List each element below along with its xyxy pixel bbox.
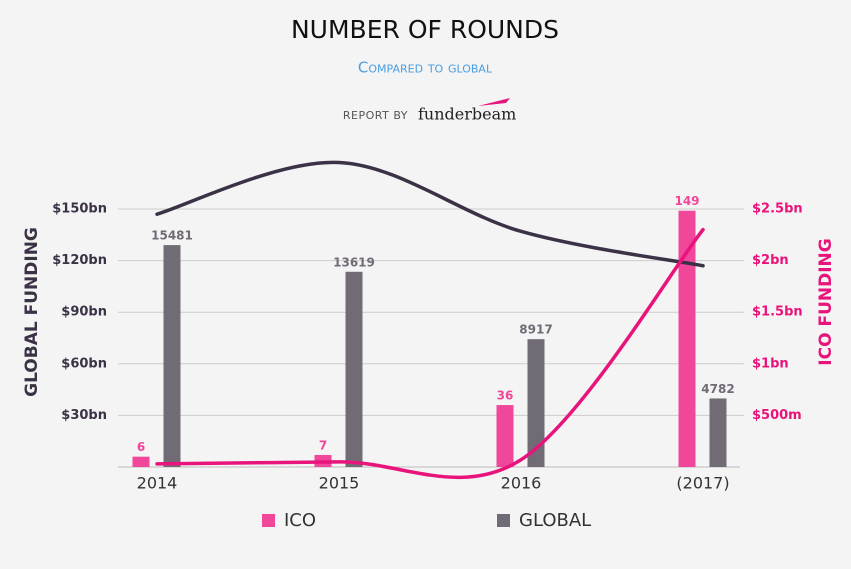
- chart-subtitle: Compared to global: [358, 59, 493, 77]
- bar: [163, 245, 181, 467]
- bar: [345, 271, 363, 467]
- y-tick-label: $90bn: [61, 305, 107, 320]
- value-label: 15481: [151, 229, 193, 243]
- bar: [678, 210, 696, 467]
- funding-line: [155, 227, 705, 480]
- y2-tick-label: $1bn: [752, 356, 789, 371]
- source-brand: funderbeam: [418, 105, 516, 124]
- value-label: 6: [137, 440, 145, 454]
- value-label: 4782: [701, 382, 734, 396]
- legend-label: ICO: [284, 510, 316, 531]
- funding-line: [155, 160, 705, 268]
- x-tick-label: (2017): [676, 474, 729, 493]
- legend-label: GLOBAL: [519, 510, 591, 531]
- bar: [496, 405, 514, 467]
- y-tick-label: $120bn: [52, 253, 107, 268]
- y-tick-label: $60bn: [61, 356, 107, 371]
- value-label: 8917: [519, 323, 552, 337]
- value-label: 7: [319, 438, 327, 452]
- value-label: 149: [674, 194, 699, 208]
- y2-tick-label: $1.5bn: [752, 305, 803, 320]
- brand-swoosh: [478, 98, 510, 106]
- bar: [527, 339, 545, 467]
- legend-swatch: [262, 514, 275, 527]
- y-tick-label: $30bn: [61, 408, 107, 423]
- x-tick-label: 2016: [501, 474, 542, 493]
- y2-tick-label: $2bn: [752, 253, 789, 268]
- x-tick-label: 2014: [137, 474, 178, 493]
- y2-tick-label: $500m: [752, 408, 802, 423]
- y-axis-label: GLOBAL FUNDING: [22, 227, 42, 397]
- y2-axis-label: ICO FUNDING: [816, 238, 836, 365]
- source-prefix: REPORT BY: [343, 109, 408, 122]
- value-label: 36: [497, 389, 514, 403]
- x-tick-label: 2015: [319, 474, 360, 493]
- bar: [709, 398, 727, 467]
- legend-swatch: [497, 514, 510, 527]
- y2-tick-label: $2.5bn: [752, 202, 803, 217]
- chart-title: NUMBER OF ROUNDS: [291, 15, 559, 44]
- value-label: 13619: [333, 255, 375, 269]
- bar: [132, 456, 150, 467]
- y-tick-label: $150bn: [52, 202, 107, 217]
